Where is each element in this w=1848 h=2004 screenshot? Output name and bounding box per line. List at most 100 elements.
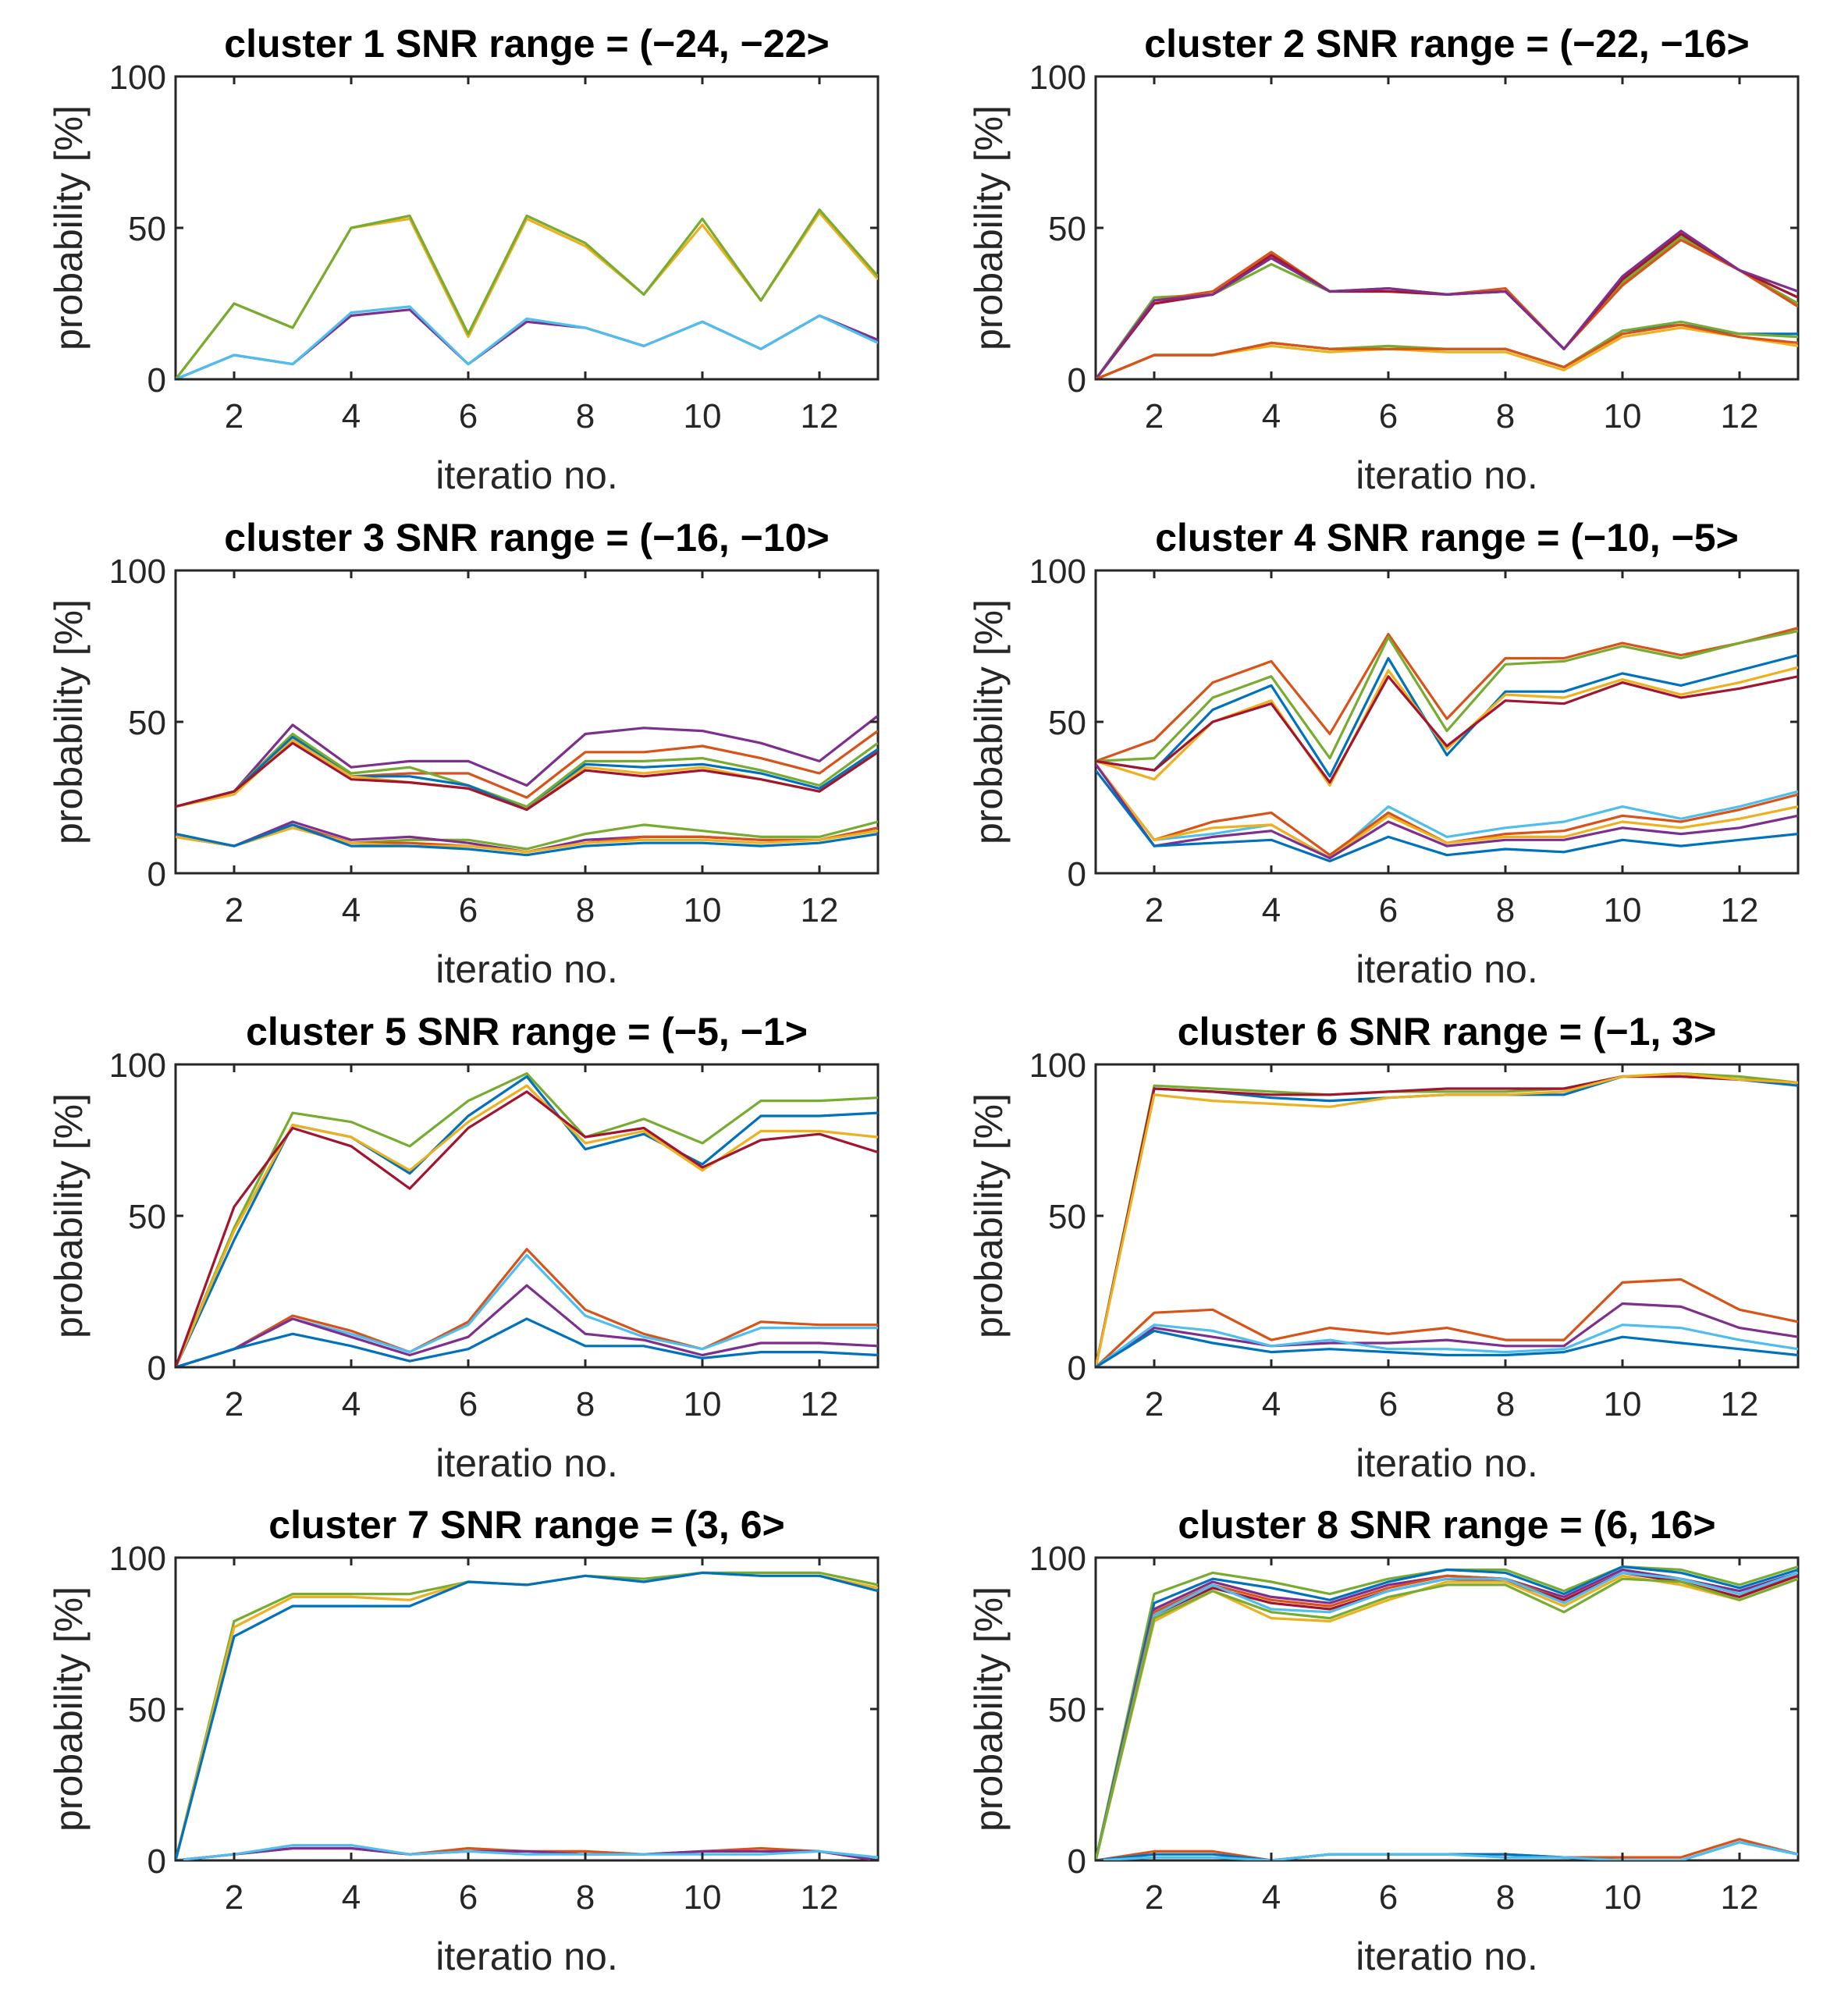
- axes-box: [174, 75, 880, 381]
- x-tick-label: 8: [1496, 1878, 1515, 1917]
- x-tick-label: 12: [1721, 397, 1759, 435]
- x-tick-label: 10: [1604, 1878, 1642, 1917]
- x-tick-label: 12: [801, 891, 839, 929]
- y-tick-label: 0: [1068, 1349, 1086, 1388]
- series-line-11: [1096, 1841, 1798, 1860]
- x-tick-label: 2: [225, 1385, 243, 1423]
- y-axis-label: probability [%]: [47, 1586, 91, 1832]
- x-tick-label: 12: [1721, 1385, 1759, 1423]
- x-axis-label: iteratio no.: [1356, 947, 1537, 991]
- series-line-7: [1096, 1571, 1798, 1860]
- series-line-3: [1096, 654, 1798, 778]
- chart-title: cluster 7 SNR range = (3, 6>: [268, 1503, 784, 1547]
- series-group: [176, 714, 878, 857]
- x-tick-label: 10: [1604, 891, 1642, 929]
- series-line-5: [176, 1846, 878, 1860]
- series-group: [1096, 627, 1798, 863]
- x-axis-label: iteratio no.: [1356, 1441, 1537, 1485]
- series-line-10: [1096, 769, 1798, 863]
- y-tick-label: 0: [147, 855, 166, 894]
- y-tick-label: 50: [1048, 210, 1086, 248]
- y-tick-label: 50: [128, 1198, 166, 1236]
- x-tick-label: 6: [1379, 1878, 1398, 1917]
- y-tick-label: 50: [128, 704, 166, 742]
- series-line-1: [1096, 627, 1798, 762]
- y-axis-label: probability [%]: [47, 1093, 91, 1338]
- y-tick-label: 100: [1029, 1540, 1086, 1578]
- series-line-2: [1096, 630, 1798, 762]
- x-tick-label: 6: [1379, 1385, 1398, 1423]
- chart-title: cluster 6 SNR range = (−1, 3>: [1178, 1010, 1717, 1054]
- axes-box: [1094, 1556, 1800, 1862]
- x-tick-label: 6: [459, 1878, 478, 1917]
- x-tick-label: 8: [576, 1878, 595, 1917]
- y-tick-label: 50: [128, 1691, 166, 1729]
- y-tick-label: 50: [1048, 704, 1086, 742]
- series-group: [176, 208, 878, 379]
- chart-panel-4: cluster 4 SNR range = (−10, −5> 2 4 6 8 10 12 0…: [967, 516, 1800, 991]
- series-line-7: [1096, 1324, 1798, 1367]
- x-tick-label: 4: [1262, 397, 1281, 435]
- x-tick-label: 12: [1721, 1878, 1759, 1917]
- x-tick-label: 10: [1604, 1385, 1642, 1423]
- y-tick-label: 100: [109, 553, 166, 591]
- x-tick-label: 4: [1262, 891, 1281, 929]
- y-axis-label: probability [%]: [967, 1093, 1011, 1338]
- x-tick-label: 10: [684, 1385, 722, 1423]
- series-line-11: [176, 823, 878, 857]
- series-group: [1096, 1565, 1798, 1860]
- x-tick-label: 6: [459, 397, 478, 435]
- x-tick-label: 6: [459, 1385, 478, 1423]
- axes-box: [1094, 75, 1800, 381]
- chart-panel-3: cluster 3 SNR range = (−16, −10> 2 4 6 8 10 12…: [47, 516, 880, 991]
- x-axis-label: iteratio no.: [435, 1935, 617, 1978]
- x-tick-label: 12: [1721, 891, 1759, 929]
- y-tick-label: 0: [147, 1349, 166, 1388]
- y-axis-label: probability [%]: [47, 599, 91, 844]
- series-group: [176, 1571, 878, 1860]
- series-line-4: [1096, 1071, 1798, 1367]
- x-axis-label: iteratio no.: [435, 453, 617, 497]
- x-tick-label: 10: [1604, 397, 1642, 435]
- x-tick-label: 2: [225, 891, 243, 929]
- series-line-8: [1096, 1329, 1798, 1367]
- x-tick-label: 12: [801, 397, 839, 435]
- series-group: [1096, 229, 1798, 379]
- series-line-3: [1096, 1075, 1798, 1367]
- series-line-8: [1096, 763, 1798, 860]
- axes-box: [174, 1556, 880, 1862]
- x-axis-label: iteratio no.: [435, 947, 617, 991]
- y-axis-label: probability [%]: [967, 105, 1011, 350]
- y-tick-label: 0: [1068, 855, 1086, 894]
- x-tick-label: 4: [1262, 1385, 1281, 1423]
- chart-panel-8: cluster 8 SNR range = (6, 16> 2 4 6 8 10 12 0 50…: [967, 1503, 1800, 1978]
- y-axis-label: probability [%]: [47, 105, 91, 350]
- y-tick-label: 0: [1068, 361, 1086, 400]
- series-line-6: [1096, 763, 1798, 860]
- chart-title: cluster 3 SNR range = (−16, −10>: [224, 516, 829, 560]
- chart-panel-7: cluster 7 SNR range = (3, 6> 2 4 6 8 10 12 0 50 1…: [47, 1503, 880, 1978]
- x-tick-label: 6: [459, 891, 478, 929]
- x-tick-label: 12: [801, 1878, 839, 1917]
- series-group: [1096, 1071, 1798, 1367]
- x-tick-label: 8: [576, 1385, 595, 1423]
- x-tick-label: 4: [342, 397, 361, 435]
- y-tick-label: 100: [109, 1540, 166, 1578]
- series-line-10: [176, 826, 878, 854]
- series-line-5: [1096, 1277, 1798, 1367]
- y-tick-label: 0: [147, 1842, 166, 1881]
- series-line-7: [176, 1284, 878, 1367]
- chart-panel-5: cluster 5 SNR range = (−5, −1> 2 4 6 8 10 12 0 5…: [47, 1010, 880, 1485]
- x-tick-label: 8: [1496, 1385, 1515, 1423]
- x-tick-label: 10: [684, 1878, 722, 1917]
- x-tick-label: 8: [576, 397, 595, 435]
- series-line-8: [1096, 323, 1798, 379]
- y-tick-label: 100: [1029, 59, 1086, 97]
- x-tick-label: 4: [342, 1878, 361, 1917]
- x-tick-label: 4: [342, 891, 361, 929]
- series-line-3: [176, 732, 878, 808]
- x-axis-label: iteratio no.: [1356, 453, 1537, 497]
- x-axis-label: iteratio no.: [435, 1441, 617, 1485]
- series-line-6: [176, 741, 878, 812]
